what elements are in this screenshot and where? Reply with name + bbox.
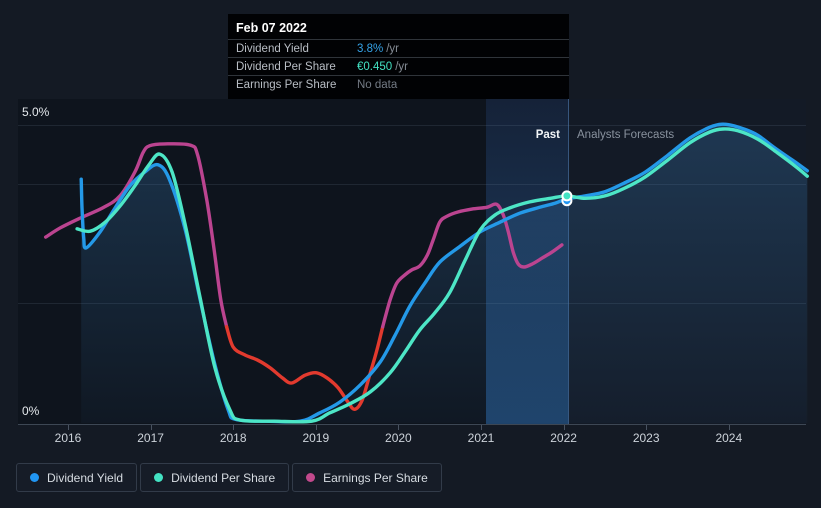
series-line	[224, 325, 385, 411]
tooltip-row-dividend-yield: Dividend Yield 3.8% /yr	[228, 39, 569, 57]
x-axis-label-2018: 2018	[219, 431, 247, 445]
gridline-upper-mid	[18, 184, 806, 185]
earnings-per-share-dot-icon	[306, 473, 316, 482]
x-axis-tick	[398, 425, 400, 430]
tooltip-label: Dividend Per Share	[236, 60, 336, 73]
x-axis-label-2021: 2021	[467, 431, 495, 445]
legend-label: Earnings Per Share	[323, 470, 428, 485]
x-axis-label-2020: 2020	[385, 431, 412, 445]
tooltip-suffix: /yr	[395, 60, 408, 73]
legend-item-dividend-yield[interactable]: Dividend Yield	[16, 463, 138, 492]
tooltip-label: Dividend Yield	[236, 42, 309, 55]
y-axis-label-bottom: 0%	[22, 404, 40, 418]
legend-item-dividend-per-share[interactable]: Dividend Per Share	[140, 463, 290, 492]
y-axis-label-top: 5.0%	[22, 105, 50, 119]
x-axis-label-2017: 2017	[137, 431, 164, 445]
legend-item-earnings-per-share[interactable]: Earnings Per Share	[292, 463, 442, 492]
gridline-5-percent	[18, 125, 806, 126]
dividend-yield-dot-icon	[30, 473, 39, 482]
x-axis-label-2024: 2024	[715, 431, 743, 445]
series-line	[44, 142, 229, 329]
x-axis-label-2016: 2016	[54, 431, 82, 445]
tooltip-value-dividend-per-share: €0.450	[357, 60, 393, 73]
analysts-forecasts-label: Analysts Forecasts	[577, 129, 675, 141]
x-axis-tick	[150, 425, 152, 430]
x-axis-label-2023: 2023	[632, 431, 660, 445]
x-axis-tick	[481, 425, 482, 430]
legend: Dividend Yield Dividend Per Share Earnin…	[16, 463, 445, 492]
legend-label: Dividend Per Share	[171, 470, 276, 485]
dividend-per-share-dot-icon	[154, 473, 164, 482]
dividend-yield-area-fill	[81, 124, 808, 424]
dividend-per-share-current-marker	[561, 190, 573, 202]
x-axis-tick	[68, 425, 69, 430]
series-line	[75, 127, 809, 424]
tooltip-value-earnings-per-share: No data	[357, 78, 398, 91]
series-line	[79, 122, 809, 424]
tooltip-date: Feb 07 2022	[236, 21, 307, 35]
x-axis-label-2019: 2019	[302, 431, 330, 445]
tooltip-row-earnings-per-share: Earnings Per Share No data	[228, 75, 569, 93]
tooltip-suffix: /yr	[386, 42, 399, 55]
past-label: Past	[535, 129, 560, 141]
x-axis-tick	[233, 425, 235, 430]
chart-tooltip: Feb 07 2022 Dividend Yield 3.8% /yr Divi…	[228, 14, 569, 99]
x-axis-tick	[315, 425, 317, 430]
x-axis-tick	[728, 425, 730, 430]
tooltip-row-dividend-per-share: Dividend Per Share €0.450 /yr	[228, 57, 569, 75]
x-axis-label-2022: 2022	[550, 431, 577, 445]
tooltip-value-dividend-yield: 3.8%	[357, 42, 384, 55]
x-axis-line	[18, 424, 806, 425]
tooltip-label: Earnings Per Share	[236, 78, 337, 91]
x-axis-tick	[563, 425, 565, 430]
series-line	[381, 202, 564, 329]
legend-label: Dividend Yield	[47, 470, 124, 485]
x-axis-tick	[646, 425, 648, 430]
